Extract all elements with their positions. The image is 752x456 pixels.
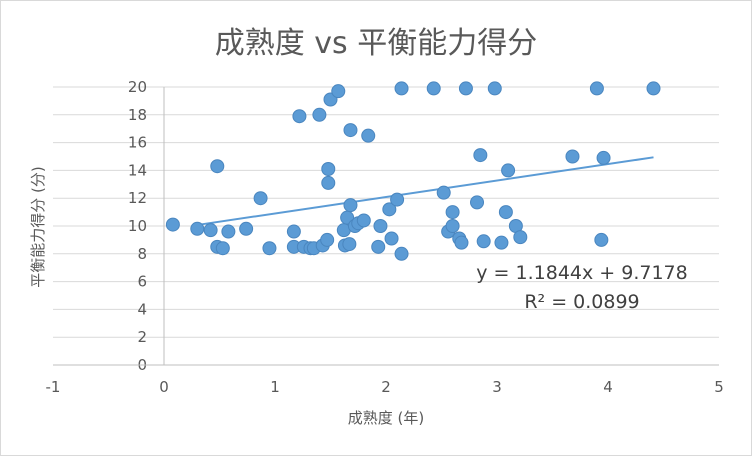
y-tick-label: 4 [137,300,147,318]
data-point [565,149,580,164]
data-point [394,246,409,261]
trendline-equation: y = 1.1844x + 9.7178 [476,262,687,284]
data-point [331,84,346,99]
y-tick-label: 20 [128,78,147,96]
data-point [498,205,513,220]
data-point [470,195,485,210]
data-point [458,81,473,96]
data-point [190,221,205,236]
y-tick-label: 14 [128,161,147,179]
data-point [371,239,386,254]
y-axis-title: 平衡能力得分 (分) [29,166,47,287]
data-point [312,107,327,122]
data-point [594,232,609,247]
data-point [646,81,661,96]
x-tick-label: 3 [492,378,502,396]
data-point [203,223,218,238]
x-tick-label: 1 [270,378,280,396]
data-point [384,231,399,246]
data-point [356,213,371,228]
data-point [320,232,335,247]
x-tick-label: 2 [381,378,391,396]
data-point [445,219,460,233]
y-tick-label: 8 [137,245,147,263]
data-point [253,191,268,206]
data-point [382,202,397,217]
x-axis-title: 成熟度 (年) [348,409,424,427]
data-point [292,109,307,124]
data-point [426,81,441,96]
data-point [476,234,491,249]
data-point [321,162,336,177]
data-point [361,128,376,143]
data-point [487,81,502,96]
data-points [165,81,661,261]
data-point [513,230,528,245]
data-point [165,217,180,232]
data-point [596,150,611,165]
data-point [221,224,236,239]
trendline [191,156,654,227]
data-point [262,241,277,256]
x-tick-label: 0 [159,378,169,396]
data-point [473,148,488,163]
data-point [343,123,358,138]
data-point [501,163,516,178]
data-point [390,192,405,207]
data-point [343,198,358,213]
data-point [321,175,336,190]
x-tick-label: -1 [46,378,61,396]
data-point [436,185,451,200]
data-point [454,235,469,250]
data-point [494,235,509,250]
data-point [342,237,357,252]
y-tick-label: 2 [137,328,147,346]
y-tick-label: 10 [128,217,147,235]
x-tick-label: 4 [603,378,613,396]
x-tick-label: 5 [714,378,724,396]
data-point [210,159,225,174]
data-point [373,219,388,233]
data-point [286,224,301,239]
data-point [394,81,409,96]
data-point [215,241,230,256]
y-tick-label: 12 [128,189,147,207]
chart-title: 成熟度 vs 平衡能力得分 [215,26,537,61]
data-point [239,221,254,236]
data-point [445,205,460,220]
y-tick-label: 6 [137,273,147,291]
y-tick-label: 18 [128,106,147,124]
data-point [589,81,604,96]
trendline-r-squared: R² = 0.0899 [524,291,639,313]
trendline-layer [191,156,654,227]
y-tick-label: 16 [128,134,147,152]
